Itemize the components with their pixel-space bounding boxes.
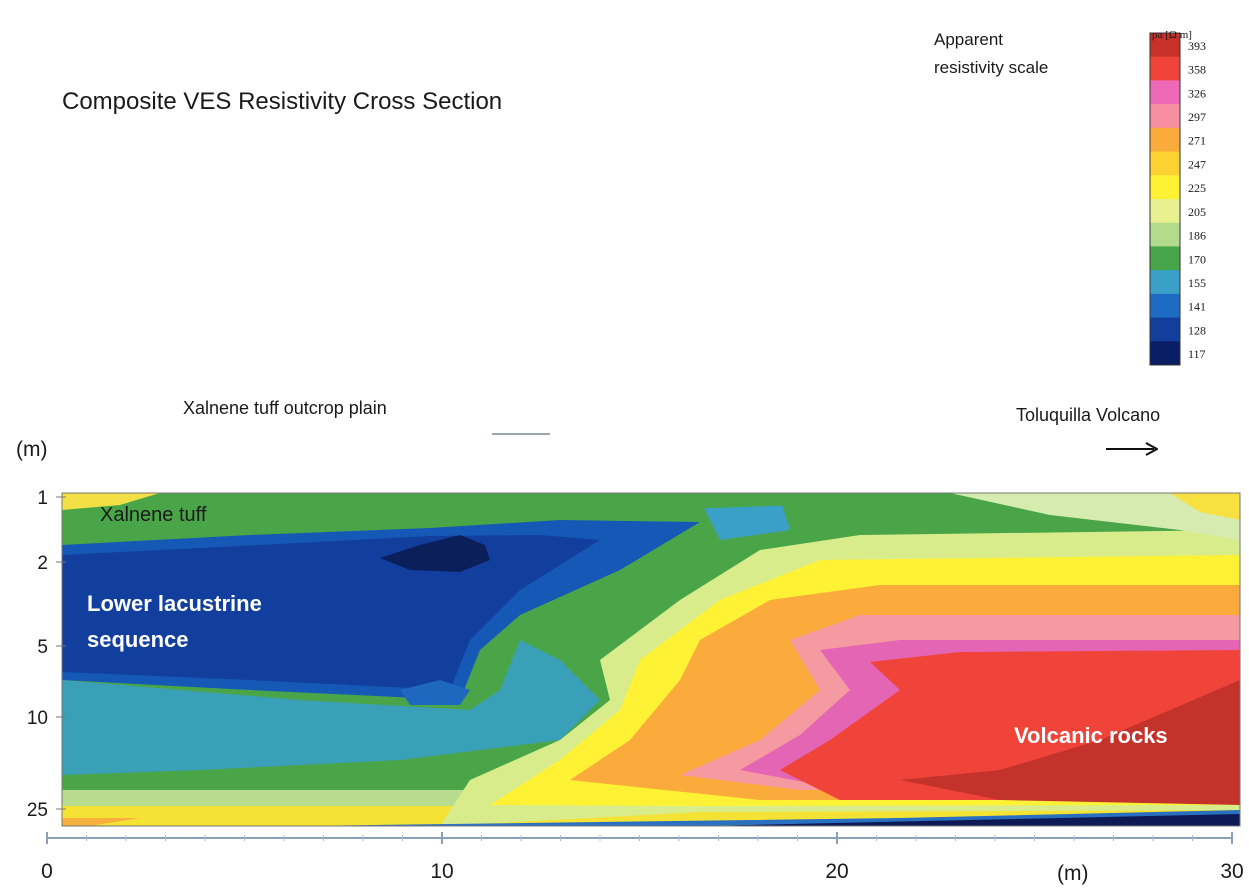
colorbar-frame (1149, 32, 1181, 366)
colorbar-swatch (1150, 222, 1180, 247)
colorbar-swatch (1150, 246, 1180, 271)
outcrop-line (492, 433, 550, 435)
colorbar-label: 117 (1188, 347, 1206, 361)
bottom-blue-sliver (300, 810, 1240, 826)
colorbar-swatch (1150, 33, 1180, 58)
colorbar-swatch (1150, 199, 1180, 224)
x-axis: 0 10 20 30 (41, 832, 1244, 883)
y-axis-unit: (m) (16, 438, 48, 461)
dark-red-zone (900, 680, 1240, 805)
colorbar-label: 141 (1188, 300, 1206, 314)
colorbar-swatch (1150, 151, 1180, 176)
cyan-lower-zone (62, 640, 600, 775)
colorbar-swatch (1150, 341, 1180, 366)
top-green-layer (62, 493, 1240, 530)
colorbar: 393 358 326 297 271 247 225 205 186 170 155 141 128 1… (1149, 32, 1206, 366)
bottom-orange-left (62, 818, 140, 826)
y-tick-label: 2 (37, 553, 48, 574)
annotation-lower-lacustrine: Lower lacustrine (87, 591, 262, 616)
annotation-sequence: sequence (87, 627, 189, 652)
dark-blue-pocket (380, 535, 490, 572)
y-tick-label: 1 (37, 488, 48, 509)
colorbar-swatch (1150, 270, 1180, 295)
volcano-label: Toluquilla Volcano (1016, 405, 1161, 425)
plot-frame (61, 492, 1241, 827)
top-light-right (950, 493, 1240, 540)
y-tick-label: 25 (27, 800, 48, 821)
colorbar-swatch (1150, 104, 1180, 129)
x-tick-label: 0 (41, 860, 53, 883)
colorbar-swatch (1150, 317, 1180, 342)
colorbar-swatch (1150, 80, 1180, 105)
colorbar-label: 170 (1188, 252, 1206, 266)
y-tick-label: 5 (37, 637, 48, 658)
teal-top-patch (700, 498, 790, 540)
colorbar-label: 128 (1188, 323, 1206, 337)
right-arrow-icon (1106, 442, 1158, 456)
colorbar-label: 247 (1188, 157, 1206, 171)
colorbar-label: 186 (1188, 229, 1206, 243)
chart-title: Composite VES Resistivity Cross Section (62, 88, 503, 115)
blue-lower-pocket (400, 680, 470, 705)
colorbar-label: 225 (1188, 181, 1206, 195)
colorbar-label: 205 (1188, 205, 1206, 219)
x-axis-unit: (m) (1057, 862, 1089, 885)
x-tick-label: 30 (1220, 860, 1243, 883)
colorbar-label: 326 (1188, 86, 1206, 100)
colorbar-swatch (1150, 56, 1180, 81)
plot-area (62, 493, 1240, 826)
y-tick-label: 10 (27, 708, 48, 729)
blue-lacustrine-core (62, 535, 600, 690)
annotation-volcanic-rocks: Volcanic rocks (1014, 723, 1168, 748)
colorbar-label: 271 (1188, 134, 1206, 148)
x-tick-label: 20 (825, 860, 848, 883)
colorbar-swatch (1150, 127, 1180, 153)
annotation-xalnene-tuff: Xalnene tuff (100, 504, 207, 526)
colorbar-title: Apparent resistivity scale (934, 30, 1049, 77)
top-yellow-left (62, 493, 160, 510)
colorbar-label: 358 (1188, 63, 1206, 77)
colorbar-label: 393 (1188, 39, 1206, 53)
top-yellow-right (1170, 493, 1240, 520)
colorbar-unit: ρa [Ω m] (1152, 29, 1192, 41)
colorbar-label: 155 (1188, 276, 1206, 290)
colorbar-label: 297 (1188, 110, 1206, 124)
x-tick-label: 10 (430, 860, 453, 883)
outcrop-label: Xalnene tuff outcrop plain (183, 398, 387, 418)
colorbar-swatch (1150, 175, 1180, 200)
colorbar-swatch (1150, 293, 1180, 319)
